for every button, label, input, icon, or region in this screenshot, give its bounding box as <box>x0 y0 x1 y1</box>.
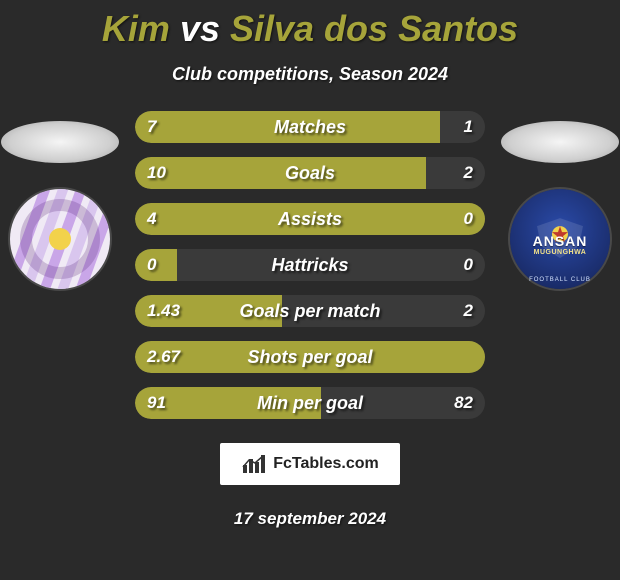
stat-row: Min per goal91 82 <box>135 387 485 419</box>
player1-name: Kim <box>102 8 170 49</box>
stat-row: Hattricks0 0 <box>135 249 485 281</box>
left-club-badge <box>10 189 110 289</box>
comparison-title: Kim vs Silva dos Santos <box>0 0 620 50</box>
subtitle: Club competitions, Season 2024 <box>0 64 620 85</box>
stat-label: Goals per match <box>135 301 485 322</box>
branding-box: FcTables.com <box>220 443 400 485</box>
stat-row: Shots per goal2.67 <box>135 341 485 373</box>
stat-row: Assists4 0 <box>135 203 485 235</box>
stat-value-right: 0 <box>464 209 473 229</box>
right-badge-main: ANSAN <box>510 233 610 249</box>
right-player-column: ANSAN MUGUNGHWA FOOTBALL CLUB <box>500 121 620 289</box>
date-text: 17 september 2024 <box>0 509 620 529</box>
stat-value-right: 2 <box>464 301 473 321</box>
stat-value-left: 91 <box>147 393 166 413</box>
stat-label: Hattricks <box>135 255 485 276</box>
stat-value-left: 10 <box>147 163 166 183</box>
stat-value-right: 2 <box>464 163 473 183</box>
stat-value-left: 4 <box>147 209 156 229</box>
stat-label: Goals <box>135 163 485 184</box>
comparison-layout: ANSAN MUGUNGHWA FOOTBALL CLUB Matches7 1 G… <box>0 111 620 419</box>
player2-name: Silva dos Santos <box>230 8 518 49</box>
vs-text: vs <box>180 8 220 49</box>
stat-label: Shots per goal <box>135 347 485 368</box>
stat-label: Matches <box>135 117 485 138</box>
stat-label: Assists <box>135 209 485 230</box>
chart-icon <box>241 453 267 475</box>
stat-value-left: 1.43 <box>147 301 180 321</box>
stat-row: Goals10 2 <box>135 157 485 189</box>
stat-value-left: 2.67 <box>147 347 180 367</box>
stat-value-left: 7 <box>147 117 156 137</box>
stat-row: Goals per match1.43 2 <box>135 295 485 327</box>
left-avatar-placeholder <box>1 121 119 163</box>
stat-value-right: 1 <box>464 117 473 137</box>
stats-bars: Matches71Goals102Assists40Hattricks00Goa… <box>135 111 485 419</box>
stat-value-right: 0 <box>464 255 473 275</box>
branding-text: FcTables.com <box>273 455 379 473</box>
right-badge-sub: MUGUNGHWA <box>510 249 610 256</box>
stat-label: Min per goal <box>135 393 485 414</box>
left-player-column <box>0 121 120 289</box>
stat-value-right: 82 <box>454 393 473 413</box>
right-club-badge: ANSAN MUGUNGHWA FOOTBALL CLUB <box>510 189 610 289</box>
right-badge-arc: FOOTBALL CLUB <box>510 277 610 283</box>
stat-value-left: 0 <box>147 255 156 275</box>
stat-row: Matches7 1 <box>135 111 485 143</box>
right-avatar-placeholder <box>501 121 619 163</box>
